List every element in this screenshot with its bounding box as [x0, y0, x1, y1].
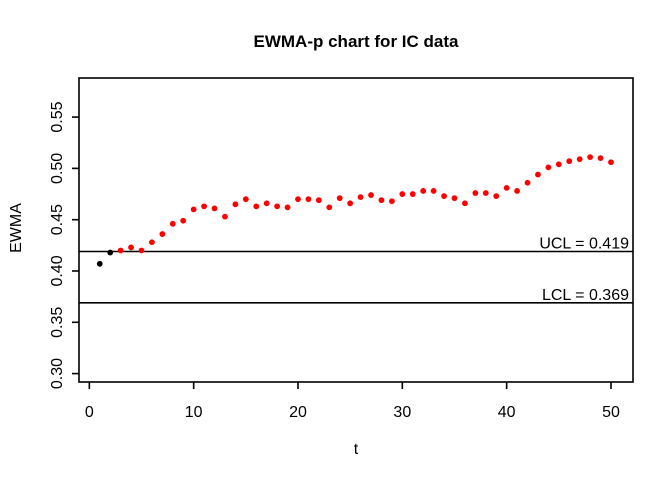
data-point-t14: [232, 201, 239, 208]
data-point-t43: [535, 171, 541, 178]
data-point-t13: [222, 213, 228, 220]
ucl-label: UCL = 0.419: [539, 235, 629, 252]
data-point-t15: [242, 196, 249, 203]
data-point-t33: [430, 188, 437, 194]
data-point-t35: [451, 195, 458, 202]
y-tick-label: 0.40: [49, 255, 66, 286]
data-point-t49: [597, 155, 604, 162]
x-axis-label: t: [353, 441, 359, 458]
plot-border: [78, 77, 634, 383]
data-point-t45: [555, 161, 562, 168]
data-point-t3: [117, 247, 124, 254]
data-point-t5: [138, 247, 145, 254]
data-point-t23: [326, 204, 333, 211]
y-tick-label: 0.35: [49, 307, 66, 338]
data-point-t50: [608, 159, 614, 166]
chart-title: EWMA-p chart for IC data: [253, 32, 459, 51]
data-point-t12: [211, 205, 218, 212]
data-point-t42: [524, 179, 531, 186]
x-tick-label: 20: [289, 404, 307, 421]
x-tick-label: 30: [393, 404, 411, 421]
data-point-t8: [169, 220, 176, 227]
data-point-t39: [493, 193, 500, 199]
data-point-t9: [180, 217, 187, 224]
data-point-t31: [409, 191, 416, 197]
data-point-t46: [566, 158, 573, 165]
data-point-t28: [378, 197, 385, 204]
data-point-t34: [441, 193, 447, 199]
data-point-t48: [587, 154, 594, 161]
data-point-t29: [388, 198, 395, 205]
data-point-t30: [399, 191, 406, 197]
data-point-t24: [336, 195, 343, 202]
data-point-t27: [368, 192, 374, 198]
data-point-t41: [514, 188, 520, 194]
data-point-t7: [159, 231, 166, 237]
data-point-t47: [576, 156, 583, 163]
data-point-t18: [274, 203, 281, 210]
y-tick-label: 0.55: [49, 101, 66, 132]
data-point-t21: [305, 196, 312, 203]
y-tick-label: 0.30: [49, 358, 66, 389]
data-point-t20: [295, 196, 301, 203]
data-point-t16: [253, 203, 260, 210]
x-tick-label: 0: [85, 404, 94, 421]
data-point-t11: [201, 203, 207, 210]
x-tick-label: 40: [498, 404, 516, 421]
data-point-t17: [263, 200, 270, 207]
data-point-t6: [149, 239, 155, 246]
lcl-label: LCL = 0.369: [542, 287, 629, 304]
data-point-t4: [128, 244, 134, 251]
data-point-t10: [190, 206, 197, 213]
y-tick-label: 0.50: [49, 153, 66, 184]
x-tick-label: 50: [602, 404, 620, 421]
data-point-t1: [96, 260, 103, 267]
data-point-t2: [107, 249, 114, 256]
y-tick-label: 0.45: [49, 204, 66, 235]
data-point-t37: [472, 190, 479, 196]
data-point-t44: [545, 164, 552, 171]
data-point-t22: [315, 197, 322, 204]
data-point-t32: [420, 188, 427, 194]
data-point-t38: [482, 190, 489, 196]
data-point-t25: [347, 200, 354, 207]
x-tick-label: 10: [185, 404, 203, 421]
data-point-t36: [462, 200, 468, 207]
data-point-t40: [503, 184, 510, 191]
data-point-t26: [357, 194, 364, 201]
data-point-t19: [284, 204, 291, 211]
